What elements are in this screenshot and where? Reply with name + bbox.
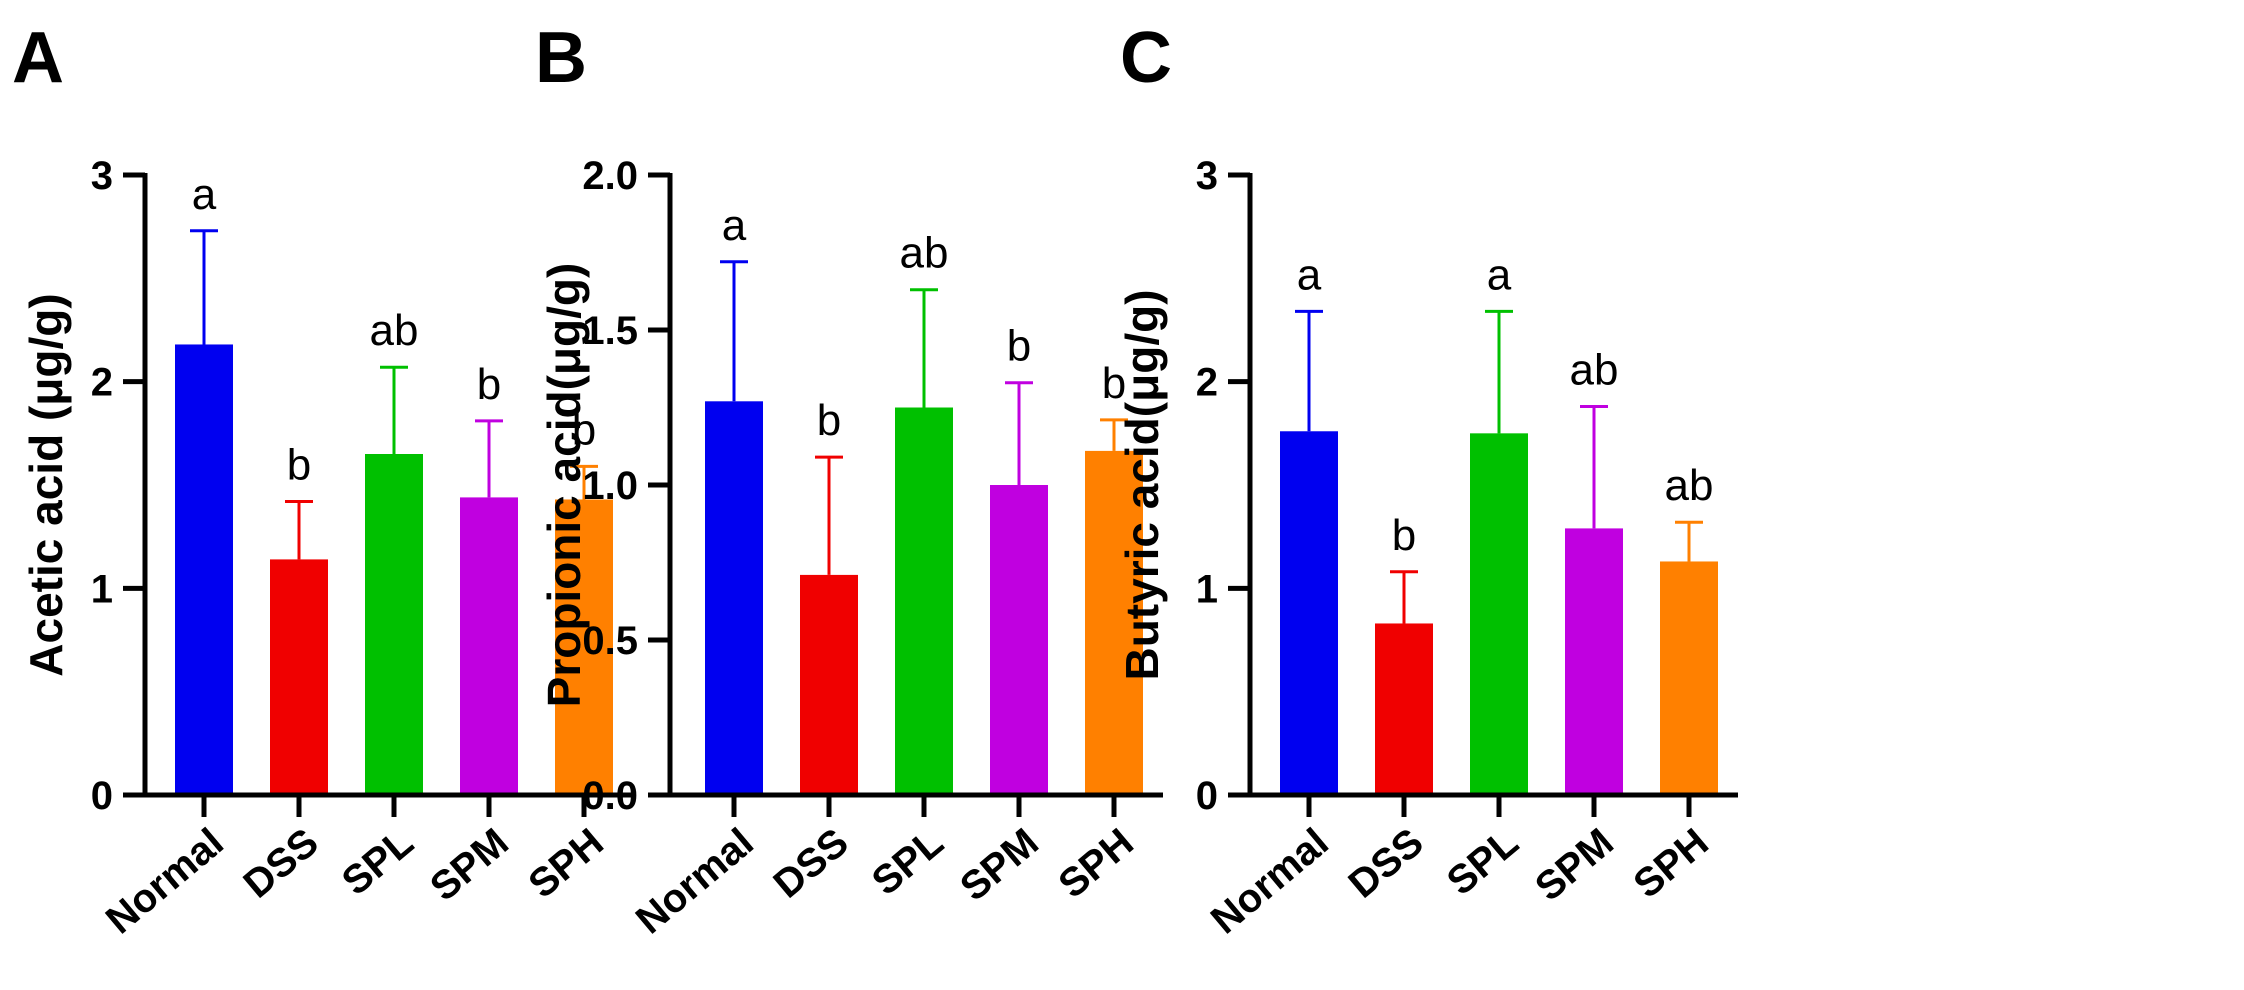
y-tick-label: 0: [1196, 774, 1218, 818]
panel-c: C Butyric acid(μg/g) a Normal b DSS a SPL ab SPM a…: [1116, 18, 1738, 942]
bar-dss: [800, 574, 858, 795]
y-tick-label: 2: [1196, 361, 1218, 405]
x-tick-label-sph: SPH: [1050, 820, 1141, 907]
y-axis-label: Propionic acid(μg/g): [538, 263, 590, 708]
panel-letter: C: [1120, 18, 1172, 98]
significance-label-normal: a: [192, 170, 217, 219]
y-tick-label: 1.5: [582, 309, 638, 353]
y-tick-label: 2: [91, 361, 113, 405]
y-tick-label: 1: [1196, 567, 1218, 611]
x-tick-label-spm: SPM: [1527, 820, 1622, 909]
bar-dss: [1375, 623, 1433, 795]
bar-spm: [1565, 528, 1623, 795]
x-tick-label-normal: Normal: [628, 820, 762, 942]
y-tick-label: 2.0: [582, 154, 638, 198]
significance-label-sph: b: [572, 405, 596, 454]
bar-spl: [365, 454, 423, 795]
panel-letter: B: [535, 18, 587, 98]
y-tick-label: 0.5: [582, 619, 638, 663]
significance-label-sph: ab: [1665, 461, 1714, 510]
significance-label-dss: b: [817, 396, 841, 445]
y-tick-label: 3: [1196, 154, 1218, 198]
y-tick-label: 1: [91, 567, 113, 611]
significance-label-normal: a: [722, 201, 747, 250]
bar-sph: [1660, 561, 1718, 795]
x-tick-label-sph: SPH: [520, 820, 611, 907]
x-tick-label-normal: Normal: [98, 820, 232, 942]
x-tick-label-dss: DSS: [1340, 820, 1431, 907]
x-tick-label-spm: SPM: [422, 820, 517, 909]
significance-label-dss: b: [287, 441, 311, 490]
y-tick-label: 0.0: [582, 774, 638, 818]
x-tick-label-spl: SPL: [334, 820, 422, 904]
significance-label-normal: a: [1297, 250, 1322, 299]
x-tick-label-sph: SPH: [1625, 820, 1716, 907]
y-tick-label: 1.0: [582, 464, 638, 508]
bar-spm: [460, 497, 518, 795]
significance-label-sph: b: [1102, 359, 1126, 408]
y-tick-label: 0: [91, 774, 113, 818]
bar-normal: [1280, 431, 1338, 795]
y-axis-label: Butyric acid(μg/g): [1116, 289, 1168, 680]
bar-sph: [555, 499, 613, 795]
significance-label-spl: ab: [900, 229, 949, 278]
bar-normal: [175, 344, 233, 795]
y-tick-label: 3: [91, 154, 113, 198]
significance-label-spm: b: [1007, 322, 1031, 371]
x-tick-label-spl: SPL: [864, 820, 952, 904]
bar-spl: [895, 407, 953, 795]
bar-dss: [270, 559, 328, 795]
x-tick-label-spm: SPM: [952, 820, 1047, 909]
x-tick-label-spl: SPL: [1439, 820, 1527, 904]
significance-label-spl: a: [1487, 250, 1512, 299]
significance-label-spm: ab: [1570, 345, 1619, 394]
significance-label-dss: b: [1392, 511, 1416, 560]
significance-label-spl: ab: [370, 306, 419, 355]
bar-normal: [705, 401, 763, 795]
significance-label-spm: b: [477, 360, 501, 409]
panel-letter: A: [12, 18, 64, 98]
panel-b: B Propionic acid(μg/g) a Normal b DSS ab SPL b SP…: [535, 18, 1163, 942]
bar-spm: [990, 485, 1048, 795]
bar-sph: [1085, 450, 1143, 795]
x-tick-label-dss: DSS: [765, 820, 856, 907]
bar-spl: [1470, 433, 1528, 795]
y-axis-label: Acetic acid (μg/g): [20, 293, 72, 676]
x-tick-label-normal: Normal: [1203, 820, 1337, 942]
x-tick-label-dss: DSS: [235, 820, 326, 907]
